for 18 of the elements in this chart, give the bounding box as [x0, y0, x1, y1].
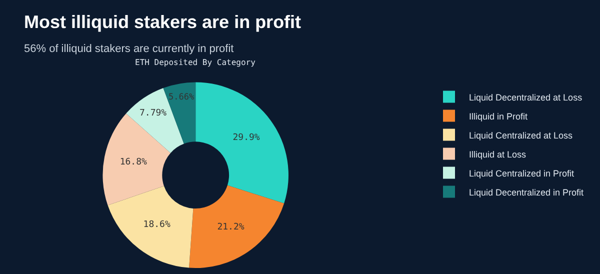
legend-label: Illiquid in Profit [469, 111, 528, 122]
data-label: 21.2% [217, 222, 245, 232]
chart-subtitle: 56% of illiquid stakers are currently in profit [24, 43, 234, 55]
legend-label: Liquid Decentralized in Profit [469, 187, 584, 198]
data-label: 29.9% [232, 132, 260, 143]
legend-label: Liquid Centralized at Loss [469, 130, 574, 140]
data-label: 18.6% [143, 220, 171, 230]
legend-label: Liquid Centralized in Profit [469, 168, 575, 178]
data-label: 7.79% [140, 108, 168, 118]
donut-slice [108, 186, 194, 268]
donut-slice [196, 82, 288, 204]
donut-slice [189, 185, 284, 268]
legend-label: Illiquid at Loss [469, 149, 527, 160]
chart-title: Most illiquid stakers are in profit [24, 12, 302, 32]
data-label: 5.66% [168, 92, 194, 102]
data-label: 16.8% [120, 158, 148, 168]
text: ETH Deposited By Category [135, 58, 256, 67]
legend-label: Liquid Decentralized at Loss [469, 92, 583, 102]
